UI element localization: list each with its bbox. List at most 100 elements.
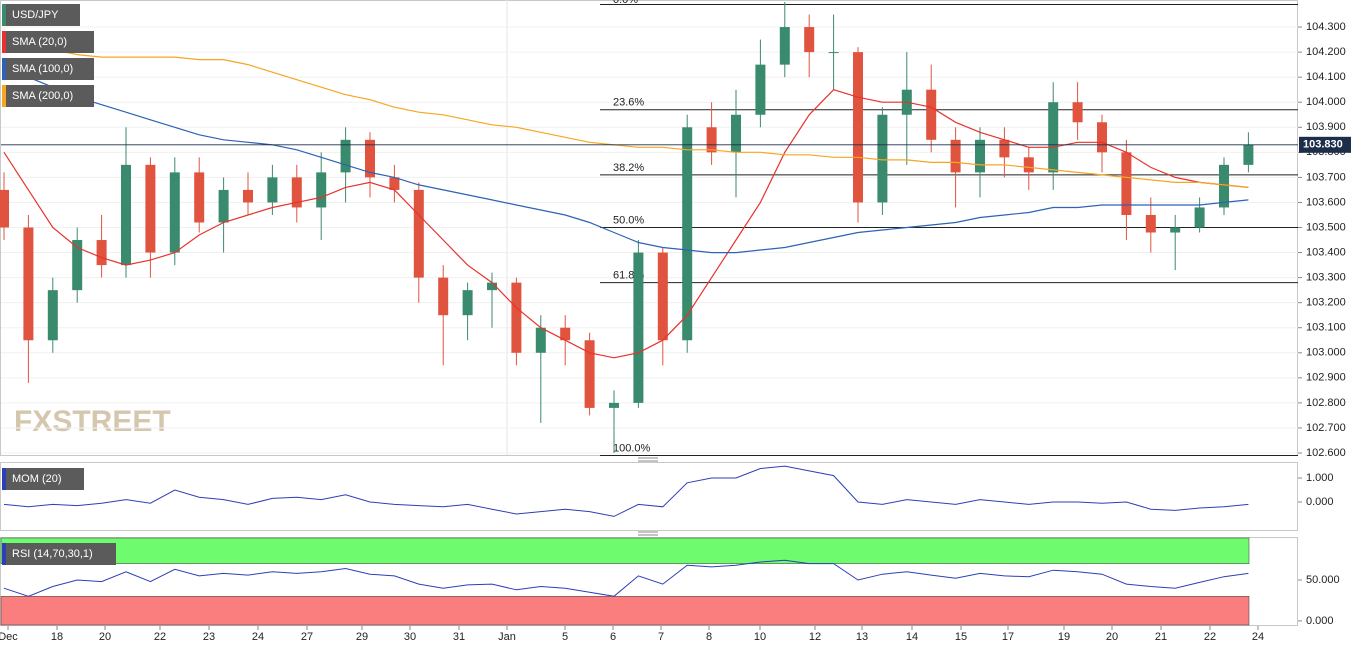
- x-tick-label: 6: [610, 631, 616, 643]
- x-tick-label: 20: [1106, 631, 1118, 643]
- candle-body: [1023, 157, 1034, 173]
- candle-body: [169, 172, 180, 253]
- candle-body: [438, 277, 449, 316]
- x-tick-label: 22: [154, 631, 166, 643]
- candle-body: [316, 172, 327, 208]
- y-tick-label: 102.600: [1306, 447, 1346, 459]
- y-tick-label: 103.200: [1306, 297, 1346, 309]
- y-tick-label: 103.900: [1306, 121, 1346, 133]
- candle-body: [1048, 102, 1059, 173]
- candle-body: [47, 290, 58, 341]
- x-tick-label: 24: [252, 631, 264, 643]
- candle-body: [804, 27, 815, 53]
- fib-label: 100.0%: [613, 442, 651, 454]
- candle-body: [96, 240, 107, 266]
- x-tick-label: 29: [356, 631, 368, 643]
- legend-box: [2, 4, 80, 26]
- y-tick-label: 104.000: [1306, 96, 1346, 108]
- y-tick-label: 50.000: [1306, 574, 1340, 586]
- candle-body: [1097, 122, 1107, 153]
- y-tick-label: 104.200: [1306, 46, 1346, 58]
- candle-body: [609, 402, 619, 408]
- candle-body: [755, 64, 766, 115]
- candle-body: [1145, 214, 1156, 233]
- x-tick-label: 12: [809, 631, 821, 643]
- x-tick-label: 30: [404, 631, 416, 643]
- y-tick-label: 102.900: [1306, 372, 1346, 384]
- sma-line: [3, 39, 1249, 188]
- y-tick-label: 0.000: [1306, 496, 1334, 508]
- x-tick-label: 22: [1204, 631, 1216, 643]
- candle-body: [828, 52, 839, 54]
- sma-line: [3, 89, 1249, 359]
- x-tick-label: 14: [906, 631, 918, 643]
- panel-handle[interactable]: [638, 457, 658, 462]
- y-tick-label: 104.100: [1306, 71, 1346, 83]
- candle-body: [511, 282, 522, 353]
- legend-box: [2, 58, 94, 80]
- candle-body: [560, 327, 571, 341]
- candle-body: [243, 189, 253, 203]
- y-tick-label: 103.500: [1306, 221, 1346, 233]
- candle-body: [267, 177, 278, 203]
- candle-body: [291, 177, 302, 208]
- fib-label: 0.0%: [613, 0, 638, 6]
- momentum-panel: [0, 462, 1298, 531]
- candle-body: [72, 240, 83, 291]
- sma-line: [3, 61, 1249, 254]
- x-tick-label: 8: [706, 631, 712, 643]
- candle-body: [682, 127, 693, 341]
- candle-body: [462, 290, 473, 316]
- y-tick-label: 102.700: [1306, 422, 1346, 434]
- y-tick-label: 103.700: [1306, 171, 1346, 183]
- candle-body: [413, 189, 424, 278]
- y-tick-label: 104.300: [1306, 21, 1346, 33]
- candle-body: [853, 52, 863, 203]
- candle-body: [23, 227, 34, 341]
- candle-body: [1072, 102, 1083, 123]
- candle-body: [1194, 207, 1205, 228]
- legend-box: [2, 543, 116, 565]
- candle-body: [340, 139, 351, 173]
- oversold-zone: [0, 596, 1250, 626]
- candle-body: [779, 27, 790, 65]
- y-tick-label: 0.000: [1306, 615, 1334, 627]
- legend-swatch: [2, 468, 6, 490]
- candle-body: [0, 189, 9, 228]
- x-tick-label: 5: [562, 631, 568, 643]
- x-tick-label: 27: [301, 631, 313, 643]
- x-tick-label: 23: [203, 631, 215, 643]
- x-tick-label: 19: [1058, 631, 1070, 643]
- x-tick-label: 15: [955, 631, 967, 643]
- candle-body: [706, 127, 717, 153]
- x-tick-label: 13: [856, 631, 868, 643]
- y-tick-label: 102.800: [1306, 397, 1346, 409]
- y-tick-label: 103.400: [1306, 246, 1346, 258]
- legend-label: SMA (200,0): [12, 90, 73, 102]
- panel-handle[interactable]: [638, 531, 658, 536]
- x-tick-label: 17: [1002, 631, 1014, 643]
- legend-label: SMA (20,0): [12, 36, 67, 48]
- legend-swatch: [2, 543, 6, 565]
- y-tick-label: 103.600: [1306, 196, 1346, 208]
- fib-label: 23.6%: [613, 97, 644, 109]
- indicator-line: [3, 559, 1249, 597]
- candle-body: [975, 139, 985, 173]
- legend-label: RSI (14,70,30,1): [12, 548, 93, 560]
- legend-swatch: [2, 4, 6, 26]
- candle-body: [584, 340, 595, 408]
- last-price-tag: [1299, 136, 1351, 153]
- x-tick-label: 7: [658, 631, 664, 643]
- candle-body: [365, 139, 375, 178]
- x-tick-label: Dec: [0, 631, 18, 643]
- x-tick-label: 18: [51, 631, 63, 643]
- overbought-zone: [0, 537, 1250, 564]
- candle-body: [487, 282, 497, 291]
- candle-body: [1170, 227, 1181, 233]
- watermark: FXSTREET: [14, 405, 171, 438]
- legend-box: [2, 31, 94, 53]
- x-tick-label: 10: [754, 631, 766, 643]
- candle-body: [999, 139, 1010, 158]
- candle-body: [926, 89, 937, 140]
- y-tick-label: 1.000: [1306, 472, 1334, 484]
